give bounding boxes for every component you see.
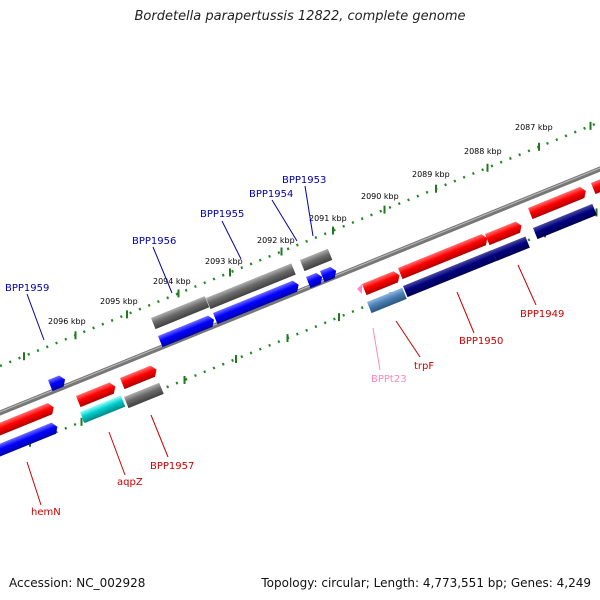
scale-label: 2092 kbp	[257, 236, 295, 245]
gene-arrow-BPP1954[interactable]	[306, 271, 324, 289]
gene-label[interactable]: BPP1953	[282, 175, 326, 186]
scale-label: 2091 kbp	[309, 214, 347, 223]
genome-backbone	[0, 166, 600, 416]
gene-label[interactable]: BPP1956	[132, 236, 176, 247]
gene-arrow-BPP1956[interactable]	[158, 314, 216, 348]
gene-block-trpF[interactable]	[367, 287, 407, 314]
scale-label: 2090 kbp	[361, 192, 399, 201]
gene-arrow[interactable]	[120, 364, 159, 390]
gene-block-aqpZ[interactable]	[80, 395, 126, 424]
gene-labels: BPP1953 BPP1954 BPP1955 BPP1956 BPP1959 …	[5, 175, 564, 518]
gene-arrow-BPP1953[interactable]	[320, 265, 338, 283]
gene-label[interactable]: BPP1949	[520, 309, 564, 320]
gene-arrow-hemN-red[interactable]	[0, 402, 56, 437]
gene-block-BPP1949[interactable]	[492, 236, 530, 262]
gene-arrow[interactable]	[591, 175, 600, 195]
gene-label[interactable]: BPP1957	[150, 461, 194, 472]
scale-label: 2095 kbp	[100, 297, 138, 306]
genome-summary-text: Topology: circular; Length: 4,773,551 bp…	[261, 576, 591, 590]
gene-label[interactable]: hemN	[31, 507, 61, 518]
scale-label: 2093 kbp	[205, 257, 243, 266]
gene-block[interactable]	[533, 203, 597, 240]
scale-label: 2087 kbp	[515, 123, 553, 132]
scale-label: 2088 kbp	[464, 147, 502, 156]
gene-block-BPP1950[interactable]	[403, 249, 497, 298]
gene-label[interactable]: aqpZ	[117, 477, 143, 488]
gene-arrow[interactable]	[528, 185, 588, 220]
gene-block[interactable]	[300, 248, 333, 272]
map-title: Bordetella parapertussis 12822, complete…	[134, 9, 466, 24]
trna-marker-BPPt23[interactable]	[357, 284, 362, 294]
scale-labels: 2087 kbp 2088 kbp 2089 kbp 2090 kbp 2091…	[48, 123, 553, 326]
gene-arrow[interactable]	[485, 220, 524, 246]
gene-label[interactable]: BPP1950	[459, 336, 503, 347]
gene-arrow-BPP1959[interactable]	[48, 374, 67, 392]
gene-arrow[interactable]	[398, 233, 490, 280]
lower-strand-genes	[0, 175, 600, 437]
gene-block[interactable]	[206, 263, 296, 310]
gene-label[interactable]: BPP1955	[200, 209, 244, 220]
scale-label: 2094 kbp	[153, 277, 191, 286]
scale-label: 2089 kbp	[412, 170, 450, 179]
gene-arrow-hemN[interactable]	[0, 421, 60, 458]
gene-arrow[interactable]	[76, 381, 118, 408]
gene-label[interactable]: BPPt23	[371, 374, 407, 385]
gene-arrow-BPP1955[interactable]	[213, 279, 301, 325]
accession-text: Accession: NC_002928	[9, 576, 146, 590]
gene-block-BPP1957[interactable]	[124, 382, 164, 409]
gene-block[interactable]	[151, 296, 210, 330]
gene-label[interactable]: trpF	[414, 361, 434, 372]
gene-label[interactable]: BPP1959	[5, 283, 49, 294]
scale-label: 2096 kbp	[48, 317, 86, 326]
gene-arrow[interactable]	[362, 270, 402, 296]
upper-strand-genes	[0, 248, 338, 458]
label-leaders	[26, 185, 537, 506]
gene-label[interactable]: BPP1954	[249, 189, 293, 200]
